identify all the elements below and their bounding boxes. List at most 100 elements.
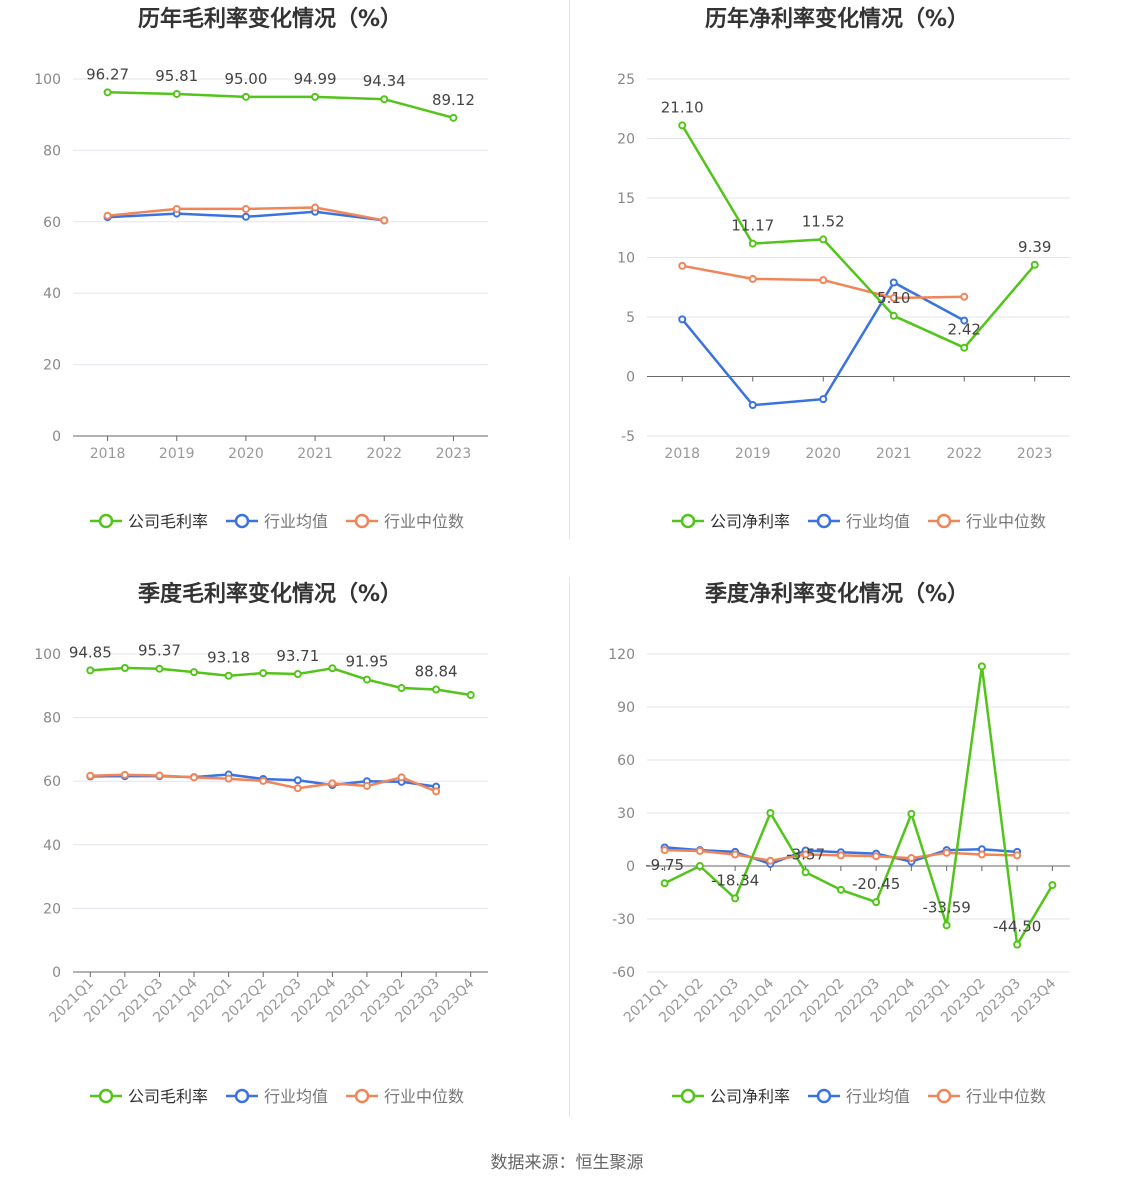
x-tick-label: 2018 — [90, 446, 126, 462]
y-tick-label: 0 — [52, 965, 61, 981]
data-label: 9.39 — [1018, 238, 1051, 256]
divider — [569, 577, 570, 1117]
data-point-median — [836, 851, 845, 860]
data-point-median — [103, 211, 112, 220]
annual-gross-margin-svg: 历年毛利率变化情况（%） 0 20 40 60 80 100 2018 2019 2020 2021… — [34, 6, 488, 531]
data-point-median — [432, 787, 441, 796]
legend-item-median: 行业中位数 — [346, 1087, 464, 1106]
data-label: 11.17 — [731, 217, 774, 235]
y-tick-label: 80 — [43, 711, 61, 727]
y-tick-label: 20 — [617, 132, 635, 148]
data-point-avg — [819, 395, 828, 404]
legend-label: 公司毛利率 — [128, 1087, 208, 1106]
data-point-median — [362, 781, 371, 790]
y-tick-label: 30 — [617, 806, 635, 822]
y-tick-label: 100 — [34, 647, 61, 663]
data-label: 5.10 — [877, 289, 910, 307]
data-point-company — [731, 894, 740, 903]
data-point-median — [819, 276, 828, 285]
x-tick-label: 2020 — [228, 446, 264, 462]
data-point-median — [748, 274, 757, 283]
data-point-median — [977, 850, 986, 859]
data-point-company — [748, 239, 757, 248]
y-tick-label: 80 — [43, 143, 61, 159]
data-point-company — [362, 675, 371, 684]
data-label: -33.59 — [922, 898, 970, 916]
x-tick-label: 2019 — [159, 446, 195, 462]
data-point-median — [731, 850, 740, 859]
chart-title: 历年净利率变化情况（%） — [705, 6, 969, 32]
data-label: 96.27 — [86, 65, 129, 83]
data-label: -20.45 — [852, 875, 900, 893]
legend-marker — [98, 513, 114, 529]
x-tick-label: 2023 — [436, 446, 472, 462]
series-line-company — [681, 124, 1036, 349]
data-point-company — [103, 88, 112, 97]
data-point-avg — [748, 401, 757, 410]
data-point-company — [1048, 881, 1057, 890]
data-point-median — [678, 261, 687, 270]
x-tick-label: 2021 — [876, 446, 912, 462]
data-point-company — [241, 92, 250, 101]
legend-label: 行业中位数 — [966, 512, 1046, 531]
data-point-company — [660, 879, 669, 888]
data-label: -18.34 — [711, 871, 759, 889]
data-point-median — [155, 771, 164, 780]
x-tick-label: 2018 — [664, 446, 700, 462]
legend-marker — [816, 513, 832, 529]
legend-item-avg: 行业均值 — [808, 512, 910, 531]
legend-marker — [936, 1088, 952, 1104]
legend-label: 行业均值 — [264, 512, 328, 531]
y-tick-label: -30 — [612, 912, 635, 928]
legend-label: 行业均值 — [846, 512, 910, 531]
y-tick-label: 40 — [43, 286, 61, 302]
data-point-company — [889, 311, 898, 320]
legend-marker — [234, 513, 250, 529]
data-point-company — [120, 663, 129, 672]
data-point-company — [224, 671, 233, 680]
data-label: 93.71 — [276, 647, 319, 665]
data-label: 94.85 — [69, 643, 112, 661]
data-point-median — [695, 846, 704, 855]
series-line-avg — [681, 281, 965, 407]
y-tick-label: 20 — [43, 901, 61, 917]
data-point-median — [1013, 851, 1022, 860]
data-label: 89.12 — [432, 91, 475, 109]
data-label: 91.95 — [345, 653, 388, 671]
legend-label: 行业中位数 — [966, 1087, 1046, 1106]
data-point-avg — [960, 316, 969, 325]
data-point-company — [449, 113, 458, 122]
data-point-median — [172, 204, 181, 213]
x-tick-label: 2022 — [366, 446, 402, 462]
data-point-company — [293, 670, 302, 679]
y-tick-label: 120 — [608, 647, 635, 663]
data-label: 21.10 — [661, 98, 704, 116]
data-point-median — [224, 774, 233, 783]
data-point-company — [328, 664, 337, 673]
data-point-company — [259, 669, 268, 678]
legend-label: 行业中位数 — [384, 512, 464, 531]
annual-gross-margin-chart: 历年毛利率变化情况（%） 0 20 40 60 80 100 2018 2019 2020 2021… — [0, 0, 567, 575]
y-tick-label: -5 — [621, 429, 635, 445]
data-point-company — [1013, 940, 1022, 949]
data-point-median — [120, 770, 129, 779]
data-point-company — [380, 95, 389, 104]
data-point-company — [960, 343, 969, 352]
x-tick-label: 2020 — [805, 446, 841, 462]
legend-label: 公司毛利率 — [128, 512, 208, 531]
data-label: 95.37 — [138, 642, 181, 660]
data-source: 数据来源：恒生聚源 — [490, 1153, 644, 1173]
y-tick-label: 20 — [43, 358, 61, 374]
legend-label: 行业中位数 — [384, 1087, 464, 1106]
data-point-median — [190, 773, 199, 782]
data-point-median — [889, 293, 898, 302]
data-point-company — [836, 885, 845, 894]
data-label: 95.81 — [155, 67, 198, 85]
data-point-avg — [889, 278, 898, 287]
legend-label: 公司净利率 — [710, 512, 790, 531]
data-point-median — [259, 776, 268, 785]
data-point-avg — [293, 776, 302, 785]
legend-marker — [354, 1088, 370, 1104]
y-tick-label: 0 — [626, 370, 635, 386]
legend-item-median: 行业中位数 — [928, 512, 1046, 531]
